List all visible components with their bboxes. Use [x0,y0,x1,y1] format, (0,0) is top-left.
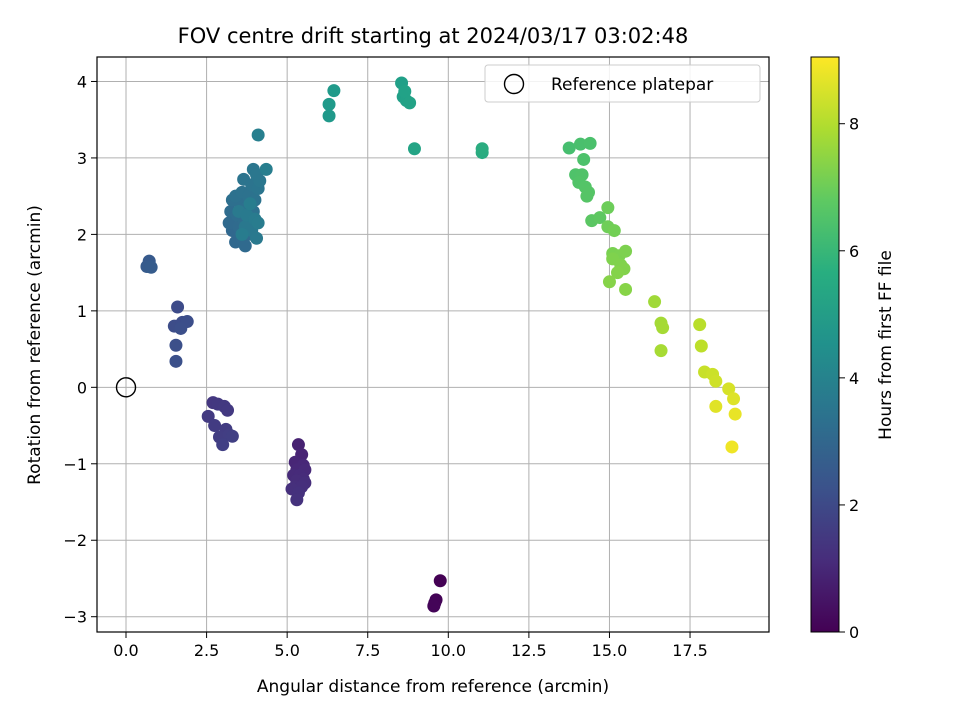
data-point [235,227,249,241]
y-tick-label: −1 [63,455,87,474]
colorbar-tick-label: 6 [849,242,859,261]
x-tick-label: 17.5 [672,641,708,660]
x-axis-label: Angular distance from reference (arcmin) [257,677,609,697]
data-point [728,407,742,421]
data-point [654,344,668,358]
data-point [169,354,183,368]
colorbar-tick-label: 4 [849,369,859,388]
data-point [251,128,265,142]
colorbar-tick-label: 0 [849,623,859,642]
colorbar-ticks: 0 2 4 6 8 [839,115,859,642]
x-tick-label: 2.5 [194,641,219,660]
data-point [727,392,741,406]
data-point [251,216,265,230]
colorbar-tick-label: 2 [849,496,859,515]
y-tick-label: 4 [77,72,87,91]
x-tick-label: 0.0 [113,641,138,660]
x-tick-label: 15.0 [592,641,628,660]
colorbar: 0 2 4 6 8 Hours from first FF file [810,56,896,642]
data-point [225,429,239,443]
colorbar-label: Hours from first FF file [876,250,896,440]
data-point [322,97,336,111]
data-point [573,137,587,151]
data-point [593,211,607,225]
x-axis-ticks: 0.0 2.5 5.0 7.5 10.0 12.5 15.0 17.5 [113,632,708,660]
data-point [216,438,230,452]
chart-title: FOV centre drift starting at 2024/03/17 … [178,24,689,48]
reference-platepar-marker [115,377,137,398]
data-point [238,239,252,253]
data-point [322,109,336,123]
legend-box [484,64,761,103]
data-point [601,201,615,215]
data-point [250,231,264,245]
data-point [208,419,222,433]
data-point [291,438,305,452]
legend: Reference platepar [484,64,761,103]
x-tick-label: 5.0 [274,641,299,660]
grid-lines [97,57,769,632]
data-point [580,189,594,203]
data-point [656,321,670,335]
data-point [611,266,625,280]
data-point [201,409,215,423]
data-point [722,382,736,396]
y-axis-label: Rotation from reference (arcmin) [25,205,45,485]
data-point [648,295,662,309]
data-point [607,224,621,238]
data-point [427,599,441,613]
reference-marker [115,377,137,398]
plot-frame [96,56,770,633]
data-point [725,440,739,454]
data-point [694,339,708,353]
y-axis-ticks: −3 −2 −1 0 1 2 3 4 [63,72,97,627]
data-point [221,403,235,417]
data-points [140,76,742,613]
colorbar-gradient [810,56,840,633]
data-point [174,321,188,335]
y-tick-label: 3 [77,149,87,168]
x-tick-label: 7.5 [355,641,380,660]
y-tick-label: −2 [63,531,87,550]
data-point [693,318,707,332]
data-point [253,174,267,188]
data-point [475,142,489,156]
data-point [169,338,183,352]
data-point [144,260,158,274]
y-tick-label: 2 [77,225,87,244]
data-point [403,96,417,110]
data-point [562,141,576,155]
data-point [398,84,412,98]
data-point [259,162,273,176]
data-point [709,374,723,388]
legend-marker-icon [503,73,525,95]
data-point [327,84,341,98]
data-point [577,152,591,166]
data-point [171,300,185,314]
colorbar-tick-label: 8 [849,115,859,134]
data-point [619,244,633,258]
data-point [407,142,421,156]
data-point [290,493,304,507]
data-point [433,574,447,588]
data-point [602,275,616,289]
x-tick-label: 10.0 [430,641,466,660]
y-tick-label: 1 [77,302,87,321]
x-tick-label: 12.5 [511,641,547,660]
data-point [709,399,723,413]
data-point [619,282,633,296]
data-point [583,136,597,150]
data-point [243,197,257,211]
legend-entry-label: Reference platepar [551,75,713,95]
y-tick-label: 0 [77,378,87,397]
y-tick-label: −3 [63,608,87,627]
